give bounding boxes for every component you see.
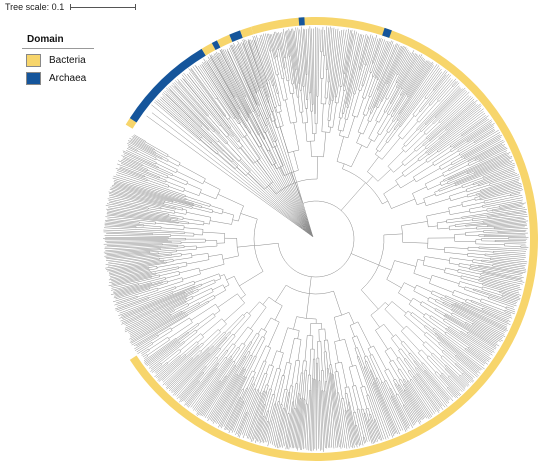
archaea-ring-segment xyxy=(298,17,305,26)
bacteria-swatch xyxy=(26,54,41,67)
legend-item-archaea: Archaea xyxy=(22,72,94,85)
archaea-swatch xyxy=(26,72,41,85)
legend-title: Domain xyxy=(22,34,94,49)
bacteria-ring-segment xyxy=(216,34,233,48)
bacteria-ring-segment xyxy=(125,118,137,129)
tree-scale: Tree scale: 0.1 xyxy=(5,2,137,12)
archaea-ring-segment xyxy=(211,40,221,51)
bacteria-ring-segment xyxy=(240,26,254,38)
archaea-ring-segment xyxy=(229,30,243,43)
bacteria-ring-segment xyxy=(201,42,216,56)
archaea-ring-segment xyxy=(129,48,206,123)
domain-legend: Domain Bacteria Archaea xyxy=(22,34,94,85)
domain-annotation-ring xyxy=(125,16,539,461)
tree-scale-label: Tree scale: 0.1 xyxy=(5,2,65,12)
tree-scale-bar xyxy=(70,4,137,10)
tree-branches xyxy=(103,26,529,452)
tree-branch-paths xyxy=(103,26,529,452)
archaea-ring-segment xyxy=(382,27,392,38)
legend-item-bacteria: Bacteria xyxy=(22,54,94,67)
legend-label-archaea: Archaea xyxy=(49,73,87,84)
legend-label-bacteria: Bacteria xyxy=(49,55,86,66)
